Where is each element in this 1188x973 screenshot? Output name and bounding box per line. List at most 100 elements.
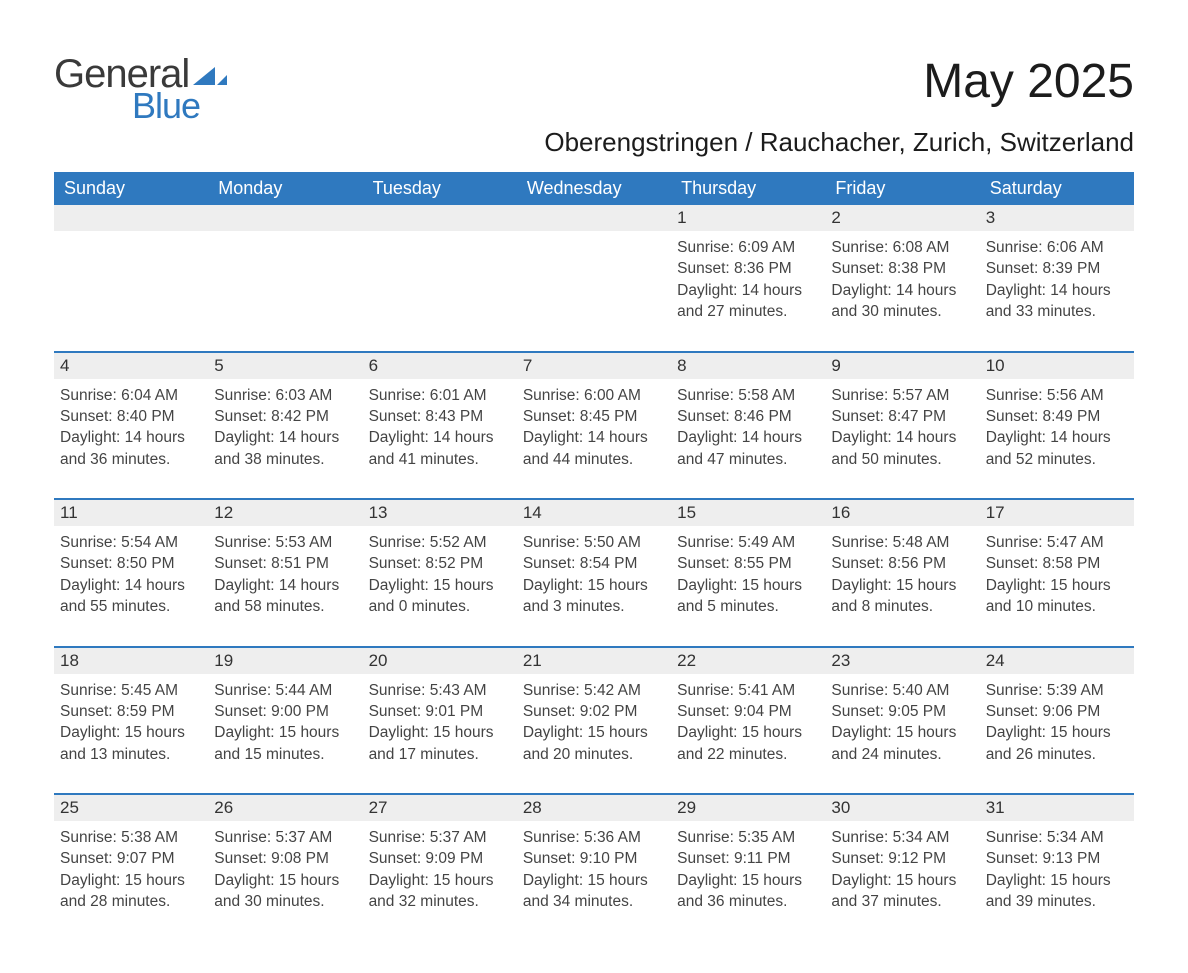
day-number-cell: 18: [54, 648, 208, 674]
sunrise-line: Sunrise: 5:42 AM: [523, 680, 665, 701]
day-details-cell: Sunrise: 6:01 AMSunset: 8:43 PMDaylight:…: [363, 379, 517, 471]
sunrise-line: Sunrise: 5:47 AM: [986, 532, 1128, 553]
sunset-line: Sunset: 8:58 PM: [986, 553, 1128, 574]
day-number-cell: 22: [671, 648, 825, 674]
sunset-line: Sunset: 8:45 PM: [523, 406, 665, 427]
day-number-cell: 27: [363, 795, 517, 821]
weekday-header-saturday: Saturday: [980, 172, 1134, 205]
sunset-line: Sunset: 9:01 PM: [369, 701, 511, 722]
sunset-line: Sunset: 9:04 PM: [677, 701, 819, 722]
day-details-cell: Sunrise: 5:56 AMSunset: 8:49 PMDaylight:…: [980, 379, 1134, 471]
daylight-line: Daylight: 15 hours and 0 minutes.: [369, 575, 511, 618]
day-number-cell: 4: [54, 353, 208, 379]
day-details-cell: Sunrise: 5:43 AMSunset: 9:01 PMDaylight:…: [363, 674, 517, 766]
day-details-cell: Sunrise: 5:35 AMSunset: 9:11 PMDaylight:…: [671, 821, 825, 913]
daylight-line: Daylight: 15 hours and 36 minutes.: [677, 870, 819, 913]
day-number-cell: 9: [825, 353, 979, 379]
day-details-cell: Sunrise: 5:54 AMSunset: 8:50 PMDaylight:…: [54, 526, 208, 618]
daylight-line: Daylight: 14 hours and 58 minutes.: [214, 575, 356, 618]
day-details-cell: Sunrise: 5:45 AMSunset: 8:59 PMDaylight:…: [54, 674, 208, 766]
daylight-line: Daylight: 15 hours and 26 minutes.: [986, 722, 1128, 765]
day-number-cell: 29: [671, 795, 825, 821]
sunrise-line: Sunrise: 5:41 AM: [677, 680, 819, 701]
sunrise-line: Sunrise: 6:09 AM: [677, 237, 819, 258]
sunrise-line: Sunrise: 5:57 AM: [831, 385, 973, 406]
day-number-cell: [54, 205, 208, 231]
brand-flag-icon: [193, 61, 227, 87]
brand-word-blue: Blue: [132, 88, 227, 124]
daylight-line: Daylight: 14 hours and 30 minutes.: [831, 280, 973, 323]
header-row: General Blue May 2025 Oberengstringen / …: [54, 54, 1134, 158]
sunrise-line: Sunrise: 5:37 AM: [214, 827, 356, 848]
day-details-cell: [54, 231, 208, 323]
day-details-cell: Sunrise: 6:06 AMSunset: 8:39 PMDaylight:…: [980, 231, 1134, 323]
day-details-cell: Sunrise: 5:57 AMSunset: 8:47 PMDaylight:…: [825, 379, 979, 471]
day-details-cell: Sunrise: 5:37 AMSunset: 9:08 PMDaylight:…: [208, 821, 362, 913]
day-details-cell: Sunrise: 5:37 AMSunset: 9:09 PMDaylight:…: [363, 821, 517, 913]
sunset-line: Sunset: 9:05 PM: [831, 701, 973, 722]
sunrise-line: Sunrise: 6:08 AM: [831, 237, 973, 258]
day-details-cell: Sunrise: 5:53 AMSunset: 8:51 PMDaylight:…: [208, 526, 362, 618]
daylight-line: Daylight: 14 hours and 38 minutes.: [214, 427, 356, 470]
sunrise-line: Sunrise: 5:43 AM: [369, 680, 511, 701]
sunrise-line: Sunrise: 5:56 AM: [986, 385, 1128, 406]
day-details-cell: Sunrise: 6:00 AMSunset: 8:45 PMDaylight:…: [517, 379, 671, 471]
sunset-line: Sunset: 9:07 PM: [60, 848, 202, 869]
day-details-cell: Sunrise: 5:48 AMSunset: 8:56 PMDaylight:…: [825, 526, 979, 618]
week-row: 45678910Sunrise: 6:04 AMSunset: 8:40 PMD…: [54, 351, 1134, 471]
sunrise-line: Sunrise: 5:39 AM: [986, 680, 1128, 701]
day-details-row: Sunrise: 5:45 AMSunset: 8:59 PMDaylight:…: [54, 674, 1134, 766]
day-details-cell: Sunrise: 5:39 AMSunset: 9:06 PMDaylight:…: [980, 674, 1134, 766]
page: General Blue May 2025 Oberengstringen / …: [0, 0, 1188, 973]
sunset-line: Sunset: 8:39 PM: [986, 258, 1128, 279]
day-number-row: 45678910: [54, 353, 1134, 379]
day-number-cell: 17: [980, 500, 1134, 526]
day-details-cell: [208, 231, 362, 323]
weeks-container: 123Sunrise: 6:09 AMSunset: 8:36 PMDaylig…: [54, 205, 1134, 913]
day-details-cell: Sunrise: 5:36 AMSunset: 9:10 PMDaylight:…: [517, 821, 671, 913]
location-subtitle: Oberengstringen / Rauchacher, Zurich, Sw…: [544, 127, 1134, 158]
day-details-cell: Sunrise: 6:09 AMSunset: 8:36 PMDaylight:…: [671, 231, 825, 323]
sunrise-line: Sunrise: 5:50 AM: [523, 532, 665, 553]
day-details-cell: Sunrise: 5:47 AMSunset: 8:58 PMDaylight:…: [980, 526, 1134, 618]
day-number-cell: 13: [363, 500, 517, 526]
day-number-cell: 7: [517, 353, 671, 379]
sunrise-line: Sunrise: 5:54 AM: [60, 532, 202, 553]
week-row: 11121314151617Sunrise: 5:54 AMSunset: 8:…: [54, 498, 1134, 618]
sunset-line: Sunset: 9:11 PM: [677, 848, 819, 869]
sunset-line: Sunset: 9:06 PM: [986, 701, 1128, 722]
day-details-cell: [517, 231, 671, 323]
sunrise-line: Sunrise: 5:36 AM: [523, 827, 665, 848]
sunset-line: Sunset: 9:12 PM: [831, 848, 973, 869]
day-number-cell: 26: [208, 795, 362, 821]
daylight-line: Daylight: 15 hours and 17 minutes.: [369, 722, 511, 765]
sunset-line: Sunset: 8:38 PM: [831, 258, 973, 279]
day-number-cell: 11: [54, 500, 208, 526]
day-number-cell: 5: [208, 353, 362, 379]
sunset-line: Sunset: 9:10 PM: [523, 848, 665, 869]
sunset-line: Sunset: 8:36 PM: [677, 258, 819, 279]
daylight-line: Daylight: 15 hours and 30 minutes.: [214, 870, 356, 913]
day-number-cell: 3: [980, 205, 1134, 231]
day-details-row: Sunrise: 6:09 AMSunset: 8:36 PM Daylight:…: [54, 231, 1134, 323]
day-number-cell: [363, 205, 517, 231]
sunrise-line: Sunrise: 5:34 AM: [986, 827, 1128, 848]
day-number-cell: 30: [825, 795, 979, 821]
sunset-line: Sunset: 8:43 PM: [369, 406, 511, 427]
day-number-cell: 14: [517, 500, 671, 526]
sunset-line: Sunset: 8:55 PM: [677, 553, 819, 574]
sunset-line: Sunset: 8:40 PM: [60, 406, 202, 427]
daylight-line: Daylight: 15 hours and 24 minutes.: [831, 722, 973, 765]
daylight-line: Daylight: 14 hours and 50 minutes.: [831, 427, 973, 470]
daylight-line: Daylight: 14 hours and 36 minutes.: [60, 427, 202, 470]
day-details-cell: Sunrise: 5:49 AMSunset: 8:55 PMDaylight:…: [671, 526, 825, 618]
daylight-line: Daylight: 14 hours and 55 minutes.: [60, 575, 202, 618]
day-details-cell: Sunrise: 5:58 AMSunset: 8:46 PMDaylight:…: [671, 379, 825, 471]
day-details-cell: Sunrise: 5:52 AMSunset: 8:52 PMDaylight:…: [363, 526, 517, 618]
day-details-cell: Sunrise: 5:38 AMSunset: 9:07 PMDaylight:…: [54, 821, 208, 913]
day-number-cell: 28: [517, 795, 671, 821]
daylight-line: Daylight: 15 hours and 13 minutes.: [60, 722, 202, 765]
day-number-cell: 31: [980, 795, 1134, 821]
day-number-cell: 16: [825, 500, 979, 526]
sunrise-line: Sunrise: 5:45 AM: [60, 680, 202, 701]
